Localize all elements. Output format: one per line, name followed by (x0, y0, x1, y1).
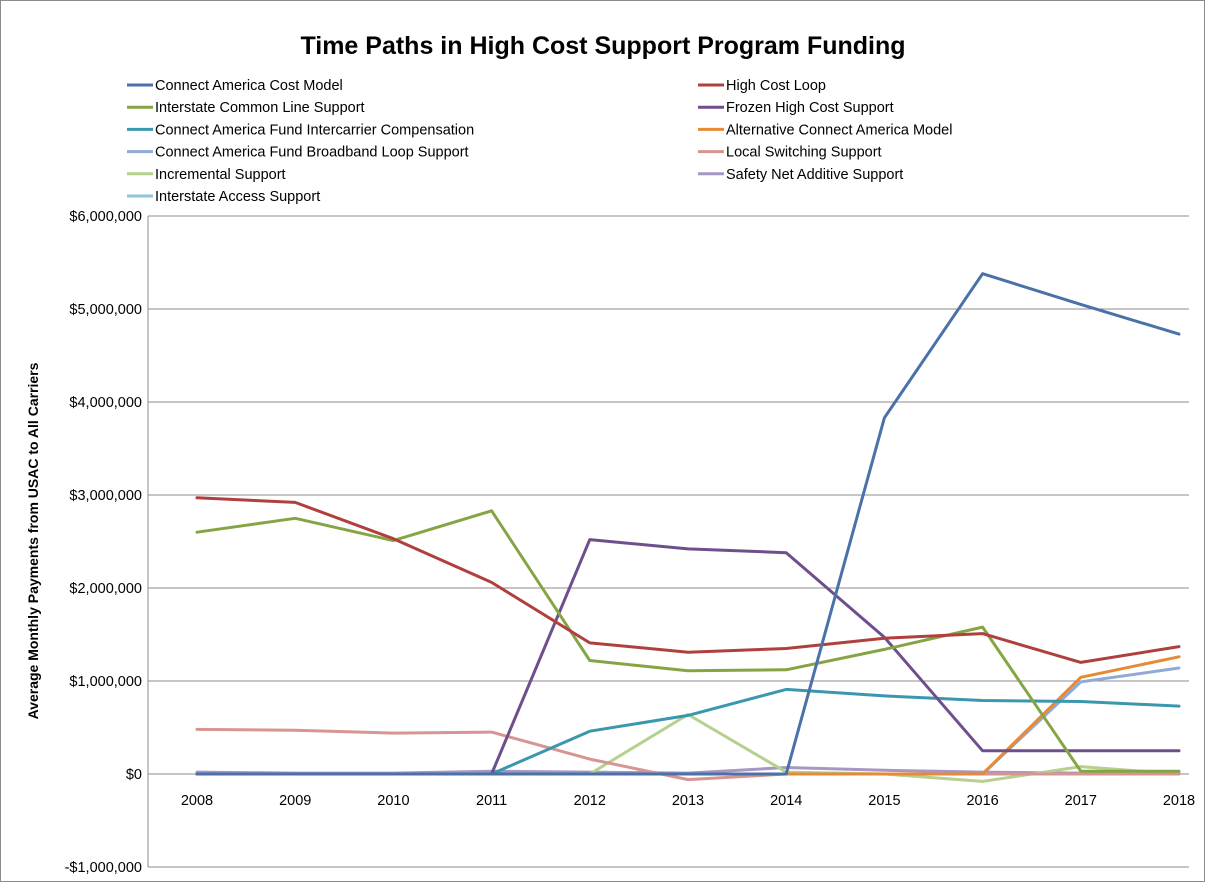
y-tick-label: $5,000,000 (69, 302, 142, 318)
series-lines (195, 272, 1181, 783)
series-line-0 (195, 272, 1181, 776)
series-line-7 (195, 727, 1181, 782)
x-tick-label: 2014 (770, 793, 802, 809)
x-tick-label: 2009 (279, 793, 311, 809)
y-tick-label: $6,000,000 (69, 209, 142, 225)
chart-title: Time Paths in High Cost Support Program … (300, 32, 905, 60)
x-tick-label: 2018 (1163, 793, 1195, 809)
x-tick-label: 2011 (476, 793, 507, 809)
legend: Connect America Cost Model High Cost Loop… (127, 78, 952, 205)
x-tick-label: 2017 (1065, 793, 1097, 809)
legend-label-5: Alternative Connect America Model (726, 122, 952, 138)
y-tick-label: $1,000,000 (69, 674, 142, 690)
legend-label-1: High Cost Loop (726, 78, 826, 94)
y-axis-label: Average Monthly Payments from USAC to Al… (25, 362, 41, 719)
legend-label-8: Incremental Support (155, 167, 286, 183)
legend-label-10: Interstate Access Support (155, 189, 320, 205)
legend-label-0: Connect America Cost Model (155, 78, 343, 94)
legend-label-4: Connect America Fund Intercarrier Compen… (155, 122, 474, 138)
x-tick-label: 2015 (868, 793, 900, 809)
x-tick-label: 2008 (181, 793, 213, 809)
gridlines (147, 215, 1189, 868)
x-tick-label: 2013 (672, 793, 704, 809)
legend-label-9: Safety Net Additive Support (726, 167, 903, 183)
series-line-6 (195, 666, 1181, 776)
x-tick-label: 2012 (574, 793, 606, 809)
legend-label-6: Connect America Fund Broadband Loop Supp… (155, 145, 469, 161)
series-line-1 (195, 496, 1181, 664)
y-tick-label: $3,000,000 (69, 488, 142, 504)
series-line-3 (195, 538, 1181, 776)
y-tick-label: $4,000,000 (69, 395, 142, 411)
y-tick-label: $2,000,000 (69, 581, 142, 597)
x-tick-label: 2016 (966, 793, 998, 809)
y-tick-label: $0 (126, 767, 142, 783)
x-axis-ticks: 2008 2009 2010 2011 2012 2013 2014 2015 2016 2017… (181, 793, 1195, 809)
x-tick-label: 2010 (377, 793, 409, 809)
legend-label-2: Interstate Common Line Support (155, 100, 365, 116)
y-axis-ticks: -$1,000,000 $0 $1,000,000 $2,000,000 $3,000,… (65, 209, 142, 876)
y-tick-label: -$1,000,000 (65, 860, 142, 876)
series-line-2 (195, 509, 1181, 773)
legend-label-7: Local Switching Support (726, 145, 882, 161)
series-line-9 (195, 766, 1181, 775)
legend-label-3: Frozen High Cost Support (726, 100, 894, 116)
